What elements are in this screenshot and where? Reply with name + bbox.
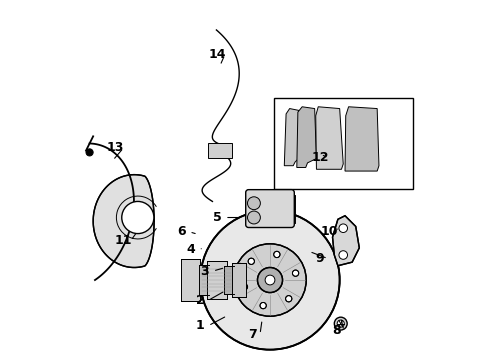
Text: 9: 9 bbox=[316, 252, 324, 265]
Text: 12: 12 bbox=[312, 151, 329, 165]
Polygon shape bbox=[284, 109, 300, 166]
Circle shape bbox=[274, 251, 280, 258]
Circle shape bbox=[247, 211, 260, 224]
Circle shape bbox=[247, 197, 260, 210]
Polygon shape bbox=[345, 107, 379, 171]
Circle shape bbox=[339, 251, 347, 259]
Text: 4: 4 bbox=[186, 243, 195, 256]
Text: 13: 13 bbox=[107, 141, 124, 154]
Polygon shape bbox=[316, 107, 343, 169]
FancyBboxPatch shape bbox=[198, 265, 209, 295]
FancyBboxPatch shape bbox=[245, 190, 294, 228]
FancyBboxPatch shape bbox=[207, 261, 227, 298]
Text: 1: 1 bbox=[196, 319, 205, 332]
Text: 10: 10 bbox=[320, 225, 338, 238]
Circle shape bbox=[200, 210, 340, 350]
Text: 2: 2 bbox=[196, 294, 205, 307]
Circle shape bbox=[248, 258, 254, 265]
FancyBboxPatch shape bbox=[181, 259, 200, 301]
Circle shape bbox=[234, 244, 306, 316]
Text: 3: 3 bbox=[201, 265, 209, 278]
Circle shape bbox=[122, 202, 154, 234]
Text: 11: 11 bbox=[114, 234, 132, 247]
Polygon shape bbox=[333, 216, 359, 266]
Text: 6: 6 bbox=[177, 225, 186, 238]
Circle shape bbox=[265, 275, 275, 285]
Text: 7: 7 bbox=[248, 328, 257, 341]
Circle shape bbox=[260, 302, 266, 309]
Circle shape bbox=[334, 317, 347, 330]
FancyBboxPatch shape bbox=[208, 143, 232, 158]
Text: 5: 5 bbox=[213, 211, 221, 224]
Bar bbox=[273, 98, 413, 189]
Polygon shape bbox=[93, 175, 154, 267]
Circle shape bbox=[241, 284, 247, 290]
Circle shape bbox=[257, 267, 283, 293]
Circle shape bbox=[293, 270, 299, 276]
Circle shape bbox=[286, 296, 292, 302]
Circle shape bbox=[337, 320, 344, 327]
Text: 14: 14 bbox=[208, 48, 226, 61]
Circle shape bbox=[86, 149, 93, 156]
Circle shape bbox=[339, 224, 347, 233]
FancyBboxPatch shape bbox=[223, 266, 234, 294]
FancyBboxPatch shape bbox=[232, 263, 246, 297]
Polygon shape bbox=[297, 107, 317, 167]
Text: 8: 8 bbox=[332, 324, 341, 337]
